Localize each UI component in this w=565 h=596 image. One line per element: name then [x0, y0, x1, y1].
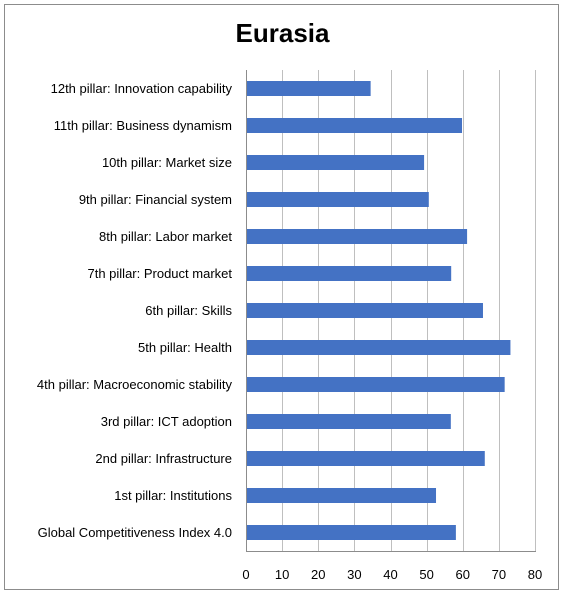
bar	[247, 192, 429, 207]
x-tick-label: 30	[347, 567, 361, 582]
x-tick-label: 50	[419, 567, 433, 582]
bar	[247, 303, 483, 318]
bar	[247, 229, 468, 244]
category-label: 8th pillar: Labor market	[99, 229, 232, 244]
bar	[247, 525, 456, 540]
category-label: 9th pillar: Financial system	[79, 192, 232, 207]
x-tick-label: 20	[311, 567, 325, 582]
category-label: 4th pillar: Macroeconomic stability	[37, 377, 233, 392]
category-label: 2nd pillar: Infrastructure	[95, 451, 232, 466]
bar	[247, 155, 425, 170]
x-tick-label: 10	[275, 567, 289, 582]
category-labels: 12th pillar: Innovation capability 11th p…	[37, 81, 233, 540]
x-tick-label: 70	[492, 567, 506, 582]
category-label: 5th pillar: Health	[138, 340, 232, 355]
bar	[247, 266, 452, 281]
category-label: 10th pillar: Market size	[102, 155, 232, 170]
bar	[247, 81, 371, 96]
x-tick-label: 80	[528, 567, 542, 582]
x-tick-label: 60	[456, 567, 470, 582]
category-label: 6th pillar: Skills	[145, 303, 232, 318]
x-tick-label: 0	[242, 567, 249, 582]
chart-title: Eurasia	[235, 18, 330, 48]
category-label: Global Competitiveness Index 4.0	[38, 525, 232, 540]
bar	[247, 118, 463, 133]
category-label: 1st pillar: Institutions	[114, 488, 232, 503]
bar	[247, 377, 505, 392]
bar	[247, 340, 511, 355]
category-label: 7th pillar: Product market	[87, 266, 232, 281]
category-label: 11th pillar: Business dynamism	[54, 118, 232, 133]
category-label: 3rd pillar: ICT adoption	[101, 414, 232, 429]
category-label: 12th pillar: Innovation capability	[51, 81, 233, 96]
x-tick-labels: 0 10 20 30 40 50 60 70 80	[242, 567, 542, 582]
bar	[247, 488, 437, 503]
bar	[247, 414, 451, 429]
bars	[247, 81, 511, 540]
bar	[247, 451, 485, 466]
x-tick-label: 40	[383, 567, 397, 582]
